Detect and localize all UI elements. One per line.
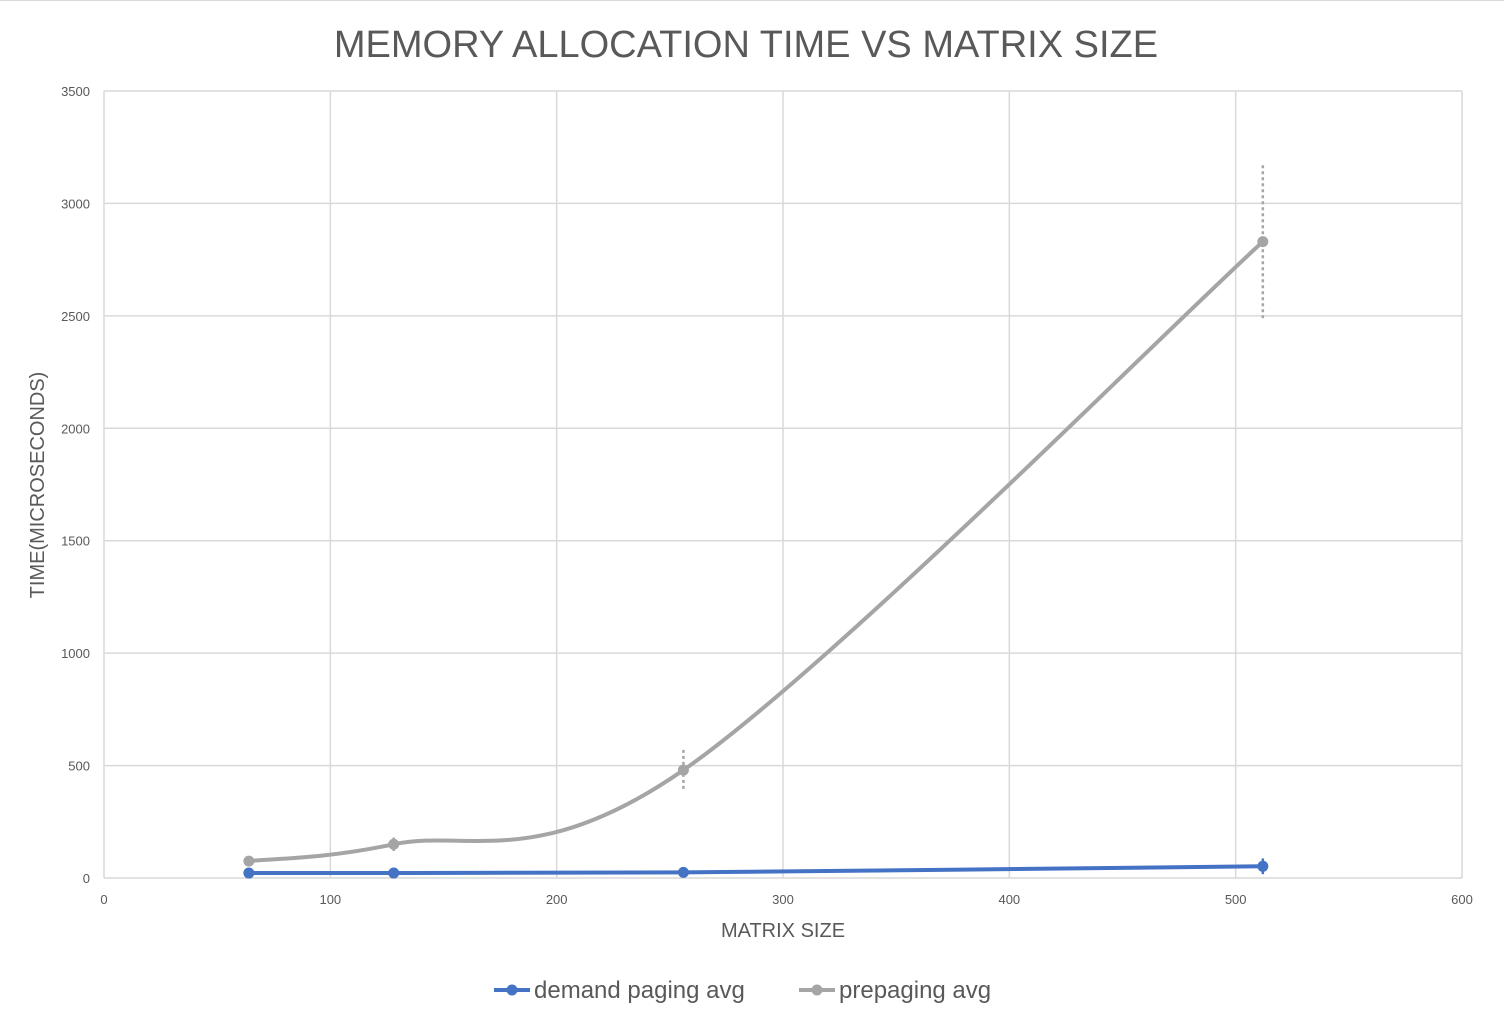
y-axis-title: TIME(MICROSECONDS) <box>27 372 49 599</box>
data-point <box>677 764 689 776</box>
data-point <box>1257 236 1269 248</box>
data-point <box>388 838 400 850</box>
legend-marker <box>506 984 518 996</box>
x-tick-label: 300 <box>772 892 794 907</box>
x-tick-label: 500 <box>1225 892 1247 907</box>
y-tick-label: 2500 <box>61 309 90 324</box>
legend: demand paging avg prepaging avg <box>494 977 991 1004</box>
y-tick-label: 0 <box>83 871 90 886</box>
data-point <box>243 855 255 867</box>
y-tick-label: 3000 <box>61 196 90 211</box>
y-tick-label: 1000 <box>61 646 90 661</box>
series-line <box>246 864 1265 876</box>
data-point <box>388 867 400 879</box>
legend-item: prepaging avg <box>799 977 991 1004</box>
x-tick-label: 100 <box>319 892 341 907</box>
series-0 <box>243 858 1269 879</box>
x-tick-label: 0 <box>100 892 107 907</box>
x-tick-label: 600 <box>1451 892 1473 907</box>
x-tick-label: 400 <box>998 892 1020 907</box>
data-point <box>677 866 689 878</box>
y-tick-label: 3500 <box>61 84 90 99</box>
gridlines <box>103 90 1463 879</box>
y-tick-label: 2000 <box>61 421 90 436</box>
series-1 <box>243 165 1269 867</box>
series-group <box>243 165 1269 879</box>
y-tick-label: 500 <box>68 759 90 774</box>
legend-marker <box>811 984 823 996</box>
data-point <box>1257 860 1269 872</box>
chart-title: MEMORY ALLOCATION TIME VS MATRIX SIZE <box>334 24 1158 66</box>
tick-labels: 0 500 1000 1500 2000 2500 3000 3500 0 100 200 300 40… <box>61 84 1473 907</box>
legend-label: prepaging avg <box>839 977 991 1004</box>
legend-item: demand paging avg <box>494 977 745 1004</box>
x-tick-label: 200 <box>546 892 568 907</box>
x-axis-title: MATRIX SIZE <box>721 920 845 942</box>
series-line <box>246 239 1265 864</box>
data-point <box>243 867 255 879</box>
legend-label: demand paging avg <box>534 977 745 1004</box>
y-tick-label: 1500 <box>61 534 90 549</box>
